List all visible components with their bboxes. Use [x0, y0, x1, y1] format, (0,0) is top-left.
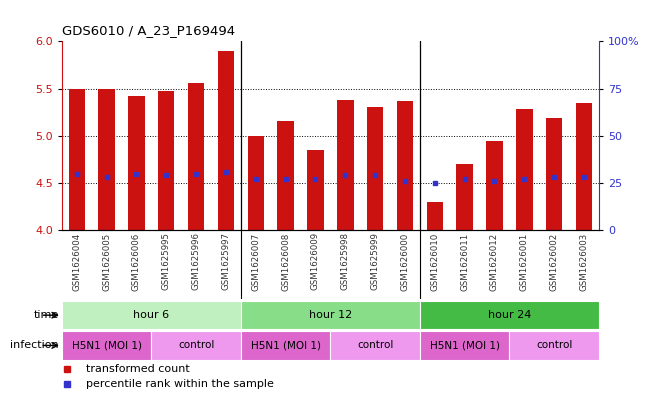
Bar [128, 96, 145, 230]
Bar [516, 109, 533, 230]
Text: control: control [357, 340, 393, 351]
Bar [247, 136, 264, 230]
Bar [241, 301, 420, 329]
Bar [420, 331, 509, 360]
Text: GSM1626007: GSM1626007 [251, 232, 260, 290]
Text: percentile rank within the sample: percentile rank within the sample [86, 379, 274, 389]
Text: infection: infection [10, 340, 59, 351]
Text: GSM1626004: GSM1626004 [72, 232, 81, 290]
Bar [331, 331, 420, 360]
Text: control: control [536, 340, 572, 351]
Text: GSM1626005: GSM1626005 [102, 232, 111, 290]
Text: GSM1625996: GSM1625996 [191, 232, 201, 290]
Text: GSM1626010: GSM1626010 [430, 232, 439, 290]
Text: hour 12: hour 12 [309, 310, 352, 320]
Text: GDS6010 / A_23_P169494: GDS6010 / A_23_P169494 [62, 24, 235, 37]
Bar [217, 51, 234, 230]
Bar [98, 88, 115, 230]
Text: H5N1 (MOI 1): H5N1 (MOI 1) [72, 340, 142, 351]
Bar [546, 118, 562, 230]
Text: GSM1626009: GSM1626009 [311, 232, 320, 290]
Bar [337, 100, 353, 230]
Text: hour 6: hour 6 [133, 310, 169, 320]
Text: control: control [178, 340, 214, 351]
Text: transformed count: transformed count [86, 364, 189, 374]
Bar [396, 101, 413, 230]
Bar [420, 301, 599, 329]
Bar [241, 331, 330, 360]
Bar [307, 150, 324, 230]
Bar [188, 83, 204, 230]
Bar [62, 331, 151, 360]
Text: GSM1625997: GSM1625997 [221, 232, 230, 290]
Bar [151, 331, 241, 360]
Bar [426, 202, 443, 230]
Bar [68, 88, 85, 230]
Text: GSM1626001: GSM1626001 [520, 232, 529, 290]
Bar [486, 141, 503, 230]
Text: GSM1625995: GSM1625995 [162, 232, 171, 290]
Text: GSM1626003: GSM1626003 [579, 232, 589, 290]
Text: GSM1625999: GSM1625999 [370, 232, 380, 290]
Bar [367, 107, 383, 230]
Text: hour 24: hour 24 [488, 310, 531, 320]
Text: GSM1626008: GSM1626008 [281, 232, 290, 290]
Bar [510, 331, 599, 360]
Text: GSM1626012: GSM1626012 [490, 232, 499, 290]
Bar [575, 103, 592, 230]
Text: GSM1626002: GSM1626002 [549, 232, 559, 290]
Text: GSM1626006: GSM1626006 [132, 232, 141, 290]
Bar [277, 121, 294, 230]
Bar [456, 164, 473, 230]
Text: H5N1 (MOI 1): H5N1 (MOI 1) [430, 340, 500, 351]
Text: GSM1626000: GSM1626000 [400, 232, 409, 290]
Bar [158, 91, 174, 230]
Text: time: time [33, 310, 59, 320]
Text: H5N1 (MOI 1): H5N1 (MOI 1) [251, 340, 321, 351]
Text: GSM1625998: GSM1625998 [341, 232, 350, 290]
Text: GSM1626011: GSM1626011 [460, 232, 469, 290]
Bar [62, 301, 241, 329]
